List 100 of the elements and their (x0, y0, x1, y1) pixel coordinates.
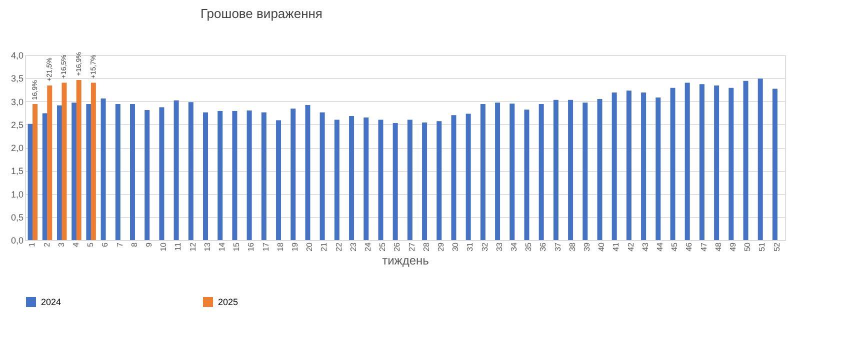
bar (130, 104, 135, 240)
x-tick-label: 31 (466, 242, 475, 252)
bar (495, 102, 500, 240)
bar (349, 116, 354, 240)
bar (466, 114, 471, 240)
bar (568, 100, 574, 240)
bar (758, 78, 763, 240)
x-tick-label: 8 (130, 242, 139, 247)
bar (72, 102, 77, 240)
bar (480, 104, 486, 240)
y-tick-label: 3,0 (10, 96, 24, 107)
bar (743, 80, 748, 240)
y-tick-label: 0,5 (10, 212, 24, 222)
y-tick-label: 0,0 (10, 236, 24, 246)
x-tick-label: 45 (670, 242, 680, 252)
bar (524, 110, 530, 240)
x-tick-label: 13 (202, 242, 212, 252)
x-tick-label: 52 (772, 242, 782, 252)
x-tick-label: 48 (714, 242, 723, 252)
bar (451, 115, 456, 240)
x-tick-label: 38 (568, 242, 577, 252)
x-tick-label: 51 (758, 242, 767, 252)
x-tick-label: 47 (699, 242, 708, 252)
bar (626, 90, 632, 240)
x-tick-label: 30 (451, 242, 460, 252)
x-tick-label: 26 (392, 242, 402, 252)
y-tick-label: 4,0 (10, 50, 24, 60)
x-tick-label: 27 (407, 242, 416, 252)
x-tick-label: 44 (656, 242, 665, 252)
bar (641, 92, 646, 240)
x-tick-label: 21 (320, 242, 329, 252)
x-tick-label: 41 (612, 242, 621, 252)
x-tick-label: 11 (174, 242, 183, 251)
x-tick-label: 23 (348, 242, 358, 252)
bar (32, 104, 38, 240)
x-tick-label: 10 (159, 242, 168, 252)
bar (422, 122, 428, 240)
bar (320, 112, 325, 240)
x-tick-label: 32 (480, 242, 490, 252)
bar (56, 105, 62, 240)
x-tick-label: 15 (232, 242, 242, 252)
bar (670, 88, 676, 240)
bar (62, 82, 67, 240)
x-tick-label: 1 (28, 242, 37, 247)
y-tick-label: 2,0 (10, 143, 24, 153)
bar (538, 104, 544, 240)
x-tick-label: 43 (640, 242, 650, 252)
bar (407, 120, 412, 240)
bar (203, 112, 208, 240)
bar (188, 102, 194, 240)
x-tick-label: 36 (538, 242, 548, 252)
bar (86, 104, 92, 240)
x-tick-label: 16 (246, 242, 256, 252)
bar (699, 84, 704, 240)
chart-title: Грошове вираження (200, 6, 322, 21)
bar (334, 120, 340, 240)
bar (218, 110, 223, 240)
x-tick-label: 14 (217, 242, 226, 252)
bar (684, 82, 690, 240)
legend-label: 2024 (41, 297, 62, 307)
x-tick-label: 49 (728, 242, 738, 252)
bar (728, 88, 734, 240)
bar (290, 108, 296, 240)
bar (612, 92, 617, 240)
bar (174, 100, 179, 240)
bar (115, 104, 120, 240)
x-tick-label: 3 (56, 242, 66, 247)
bar (364, 117, 369, 240)
bar (42, 113, 48, 240)
bar (232, 110, 238, 240)
x-tick-label: 42 (626, 242, 636, 252)
x-tick-label: 35 (524, 242, 534, 252)
x-tick-label: 5 (86, 242, 96, 247)
x-tick-label: 18 (276, 242, 285, 252)
x-tick-label: 29 (436, 242, 446, 252)
bar (772, 88, 778, 240)
x-tick-label: 7 (115, 242, 124, 247)
bar (276, 120, 282, 240)
y-tick-label: 3,5 (10, 74, 24, 84)
bar (76, 80, 82, 240)
x-tick-label: 4 (71, 242, 80, 247)
bar (436, 121, 442, 240)
bar (28, 124, 33, 240)
y-tick-label: 2,5 (10, 120, 24, 130)
x-tick-label: 20 (305, 242, 314, 252)
bar (582, 102, 588, 240)
y-tick-label: 1,0 (10, 189, 24, 200)
x-tick-label: 34 (510, 242, 519, 252)
x-tick-label: 6 (100, 242, 110, 247)
bar (510, 104, 515, 240)
bar (378, 120, 384, 240)
x-tick-label: 25 (378, 242, 388, 252)
x-tick-label: 37 (553, 242, 562, 252)
bar (714, 86, 720, 240)
bar (261, 112, 266, 240)
x-tick-label: 46 (684, 242, 694, 252)
x-axis-title: тиждень (382, 253, 429, 268)
bar (144, 110, 150, 240)
bar (553, 100, 558, 240)
x-tick-label: 19 (290, 242, 300, 252)
